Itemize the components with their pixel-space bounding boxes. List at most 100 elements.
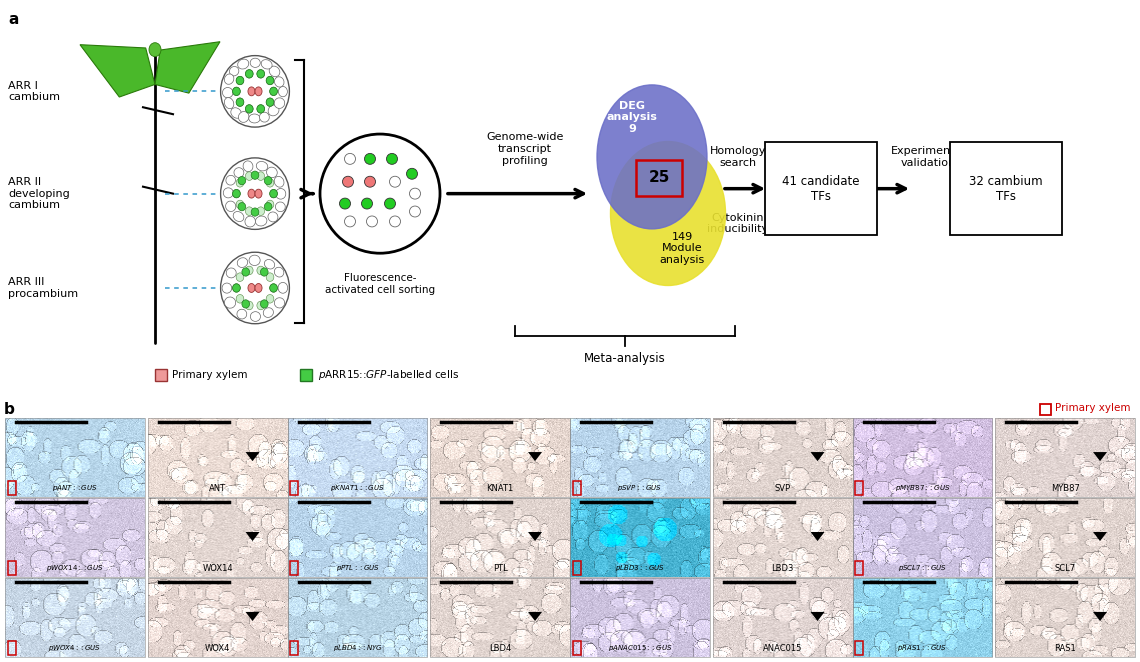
Ellipse shape xyxy=(256,105,264,113)
Polygon shape xyxy=(245,452,260,461)
Ellipse shape xyxy=(233,284,241,292)
Polygon shape xyxy=(245,612,260,621)
Ellipse shape xyxy=(251,312,261,321)
Bar xyxy=(5,578,145,657)
Ellipse shape xyxy=(225,297,236,308)
Ellipse shape xyxy=(260,112,269,122)
Text: ARR I
cambium: ARR I cambium xyxy=(8,81,60,102)
Text: $pKNAT1::GUS$: $pKNAT1::GUS$ xyxy=(331,483,385,493)
Ellipse shape xyxy=(264,203,272,211)
Ellipse shape xyxy=(260,268,268,276)
Ellipse shape xyxy=(233,189,241,198)
Ellipse shape xyxy=(221,252,290,324)
Bar xyxy=(300,369,312,381)
Text: WOX14: WOX14 xyxy=(202,564,233,573)
Ellipse shape xyxy=(251,208,259,216)
Ellipse shape xyxy=(261,60,272,69)
Text: SCL7: SCL7 xyxy=(1054,564,1076,573)
Ellipse shape xyxy=(236,98,244,107)
Ellipse shape xyxy=(249,189,255,198)
Bar xyxy=(430,418,570,497)
Ellipse shape xyxy=(275,298,285,308)
Ellipse shape xyxy=(236,295,244,303)
Ellipse shape xyxy=(270,87,277,95)
Ellipse shape xyxy=(270,87,277,95)
Bar xyxy=(1040,404,1051,415)
Bar xyxy=(853,418,992,497)
Ellipse shape xyxy=(245,105,253,113)
Text: Fluorescence-
activated cell sorting: Fluorescence- activated cell sorting xyxy=(325,273,435,295)
Ellipse shape xyxy=(237,258,247,267)
Ellipse shape xyxy=(256,70,264,78)
Ellipse shape xyxy=(266,98,274,107)
Polygon shape xyxy=(811,612,824,621)
Ellipse shape xyxy=(266,76,274,85)
Ellipse shape xyxy=(238,111,249,122)
Ellipse shape xyxy=(256,105,264,113)
Bar xyxy=(712,418,853,497)
Ellipse shape xyxy=(268,105,279,116)
Ellipse shape xyxy=(236,76,244,85)
Ellipse shape xyxy=(276,189,286,199)
Ellipse shape xyxy=(245,266,253,275)
Ellipse shape xyxy=(260,300,268,308)
Text: $pRAS1::GUS$: $pRAS1::GUS$ xyxy=(897,643,947,653)
Bar xyxy=(995,578,1135,657)
Bar xyxy=(853,578,992,657)
Ellipse shape xyxy=(249,283,255,293)
Ellipse shape xyxy=(264,177,272,185)
Ellipse shape xyxy=(278,283,287,293)
Bar xyxy=(570,418,710,497)
Text: ANAC015: ANAC015 xyxy=(763,644,803,653)
Text: b: b xyxy=(5,402,15,417)
Ellipse shape xyxy=(268,212,278,222)
Ellipse shape xyxy=(222,87,233,98)
Ellipse shape xyxy=(266,98,274,107)
Text: KNAT1: KNAT1 xyxy=(487,484,514,493)
Text: $pWOX14::GUS$: $pWOX14::GUS$ xyxy=(46,563,104,573)
Ellipse shape xyxy=(256,301,264,310)
Circle shape xyxy=(384,198,396,209)
Ellipse shape xyxy=(249,114,260,123)
Bar xyxy=(712,578,853,657)
Ellipse shape xyxy=(245,172,253,181)
Ellipse shape xyxy=(221,158,290,230)
Ellipse shape xyxy=(275,176,284,187)
Text: ARR II
developing
cambium: ARR II developing cambium xyxy=(8,177,70,211)
Bar xyxy=(853,498,992,577)
Bar xyxy=(148,498,287,577)
Bar xyxy=(712,498,853,577)
Ellipse shape xyxy=(233,87,241,95)
Circle shape xyxy=(386,154,398,164)
Ellipse shape xyxy=(266,200,274,209)
Ellipse shape xyxy=(249,87,255,96)
Text: PTL: PTL xyxy=(492,564,507,573)
Bar xyxy=(148,578,287,657)
Circle shape xyxy=(409,206,421,217)
Text: $pWOX4::GUS$: $pWOX4::GUS$ xyxy=(48,643,101,653)
Text: SVP: SVP xyxy=(774,484,791,493)
Polygon shape xyxy=(1093,612,1107,621)
Text: $pLBD4::NYG$: $pLBD4::NYG$ xyxy=(333,643,382,653)
Text: ARR III
procambium: ARR III procambium xyxy=(8,277,79,299)
Ellipse shape xyxy=(236,98,244,107)
Ellipse shape xyxy=(245,105,253,113)
Text: Meta-analysis: Meta-analysis xyxy=(584,352,666,365)
Text: WOX4: WOX4 xyxy=(205,644,230,653)
Circle shape xyxy=(340,198,350,209)
Circle shape xyxy=(365,176,375,187)
Text: $pSCL7::GUS$: $pSCL7::GUS$ xyxy=(898,563,947,573)
Text: $pANAC015::GUS$: $pANAC015::GUS$ xyxy=(608,643,673,653)
Ellipse shape xyxy=(275,98,285,109)
Circle shape xyxy=(365,154,375,164)
FancyBboxPatch shape xyxy=(950,142,1062,236)
Bar xyxy=(430,498,570,577)
Ellipse shape xyxy=(223,188,234,198)
Ellipse shape xyxy=(225,74,234,84)
Text: $pANT::GUS$: $pANT::GUS$ xyxy=(52,483,98,493)
Ellipse shape xyxy=(237,309,246,319)
Bar xyxy=(155,369,166,381)
Ellipse shape xyxy=(238,203,246,211)
Ellipse shape xyxy=(242,300,250,308)
Polygon shape xyxy=(1093,452,1107,461)
